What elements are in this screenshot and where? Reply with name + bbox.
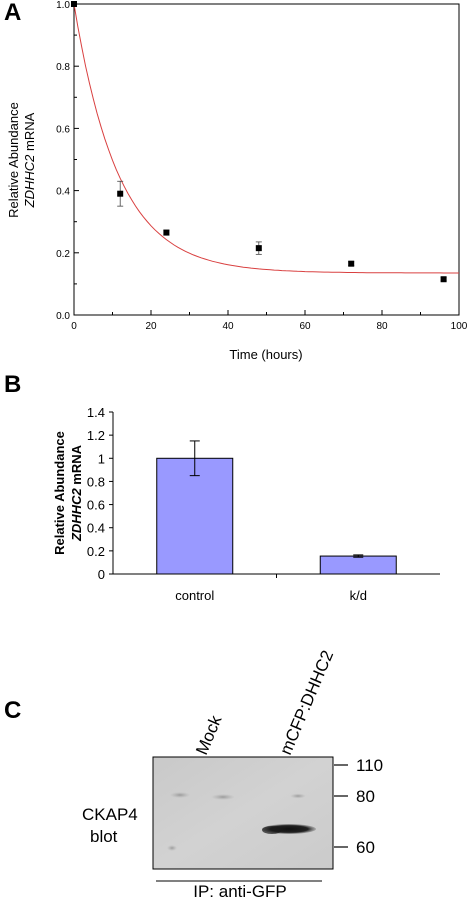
lane-label-mock: Mock — [192, 712, 226, 757]
chart-a-ylabel-line1: Relative Abundance — [6, 102, 21, 218]
chart-a-ytick-label: 0.6 — [56, 124, 70, 135]
chart-b-ytick-label: 0 — [98, 567, 105, 582]
chart-b-category-label: control — [175, 588, 214, 603]
chart-a-xtick-label: 80 — [376, 321, 388, 332]
chart-b-ytick-label: 0.4 — [87, 521, 105, 536]
chart-a: 0 20 40 60 80 100 0.0 0.2 0.4 0.6 0.8 1.0 Time (hou… — [6, 0, 468, 362]
chart-a-point — [348, 260, 355, 267]
chart-b-ylabel-suffix: mRNA — [69, 444, 84, 488]
chart-a-ylabel-gene: ZDHHC2 — [22, 154, 37, 208]
chart-b: 0 0.2 0.4 0.6 0.8 1 1.2 1.4 control k/d Relative… — [52, 405, 440, 603]
chart-a-point — [117, 190, 124, 197]
chart-b-ytick-label: 0.8 — [87, 474, 105, 489]
chart-a-ytick-label: 0.8 — [56, 62, 70, 73]
chart-a-fit-curve — [73, 3, 459, 274]
chart-a-point — [255, 245, 262, 252]
chart-a-frame — [73, 3, 460, 316]
western-blot: Mock mCFP:DHHC2 110 80 60 CKAP4 blot IP: a… — [82, 648, 383, 901]
chart-a-xtick-label: 20 — [145, 321, 157, 332]
chart-a-xlabel: Time (hours) — [229, 347, 302, 362]
chart-a-ytick-label: 1.0 — [56, 0, 70, 11]
chart-b-ytick-label: 1 — [98, 451, 105, 466]
blot-faint-band-mock — [170, 792, 190, 798]
chart-b-category-label: k/d — [350, 588, 367, 603]
mw-marker-label: 110 — [356, 756, 383, 775]
ip-label: IP: anti-GFP — [193, 882, 287, 901]
chart-a-point — [71, 1, 77, 7]
chart-b-ylabel-gene: ZDHHC2 — [69, 488, 84, 542]
chart-b-bar — [319, 555, 397, 575]
panel-letter-a: A — [4, 0, 21, 26]
chart-a-ylabel-suffix: mRNA — [22, 112, 37, 154]
blot-faint-band-mock-2 — [211, 794, 235, 800]
chart-a-xtick-label: 40 — [222, 321, 234, 332]
mw-marker-label: 80 — [356, 787, 375, 806]
chart-b-ytick-label: 1.4 — [87, 405, 105, 420]
blot-band-ckap4-core — [262, 826, 282, 834]
chart-b-ytick-label: 0.2 — [87, 544, 105, 559]
chart-a-ylabel-line2: ZDHHC2 mRNA — [22, 112, 37, 208]
blot-membrane — [152, 756, 334, 870]
chart-b-bar — [156, 457, 234, 575]
panel-letter-c: C — [4, 697, 21, 724]
chart-a-ytick-label: 0.2 — [56, 249, 70, 260]
chart-a-xtick-label: 100 — [451, 321, 468, 332]
mw-marker-label: 60 — [356, 838, 375, 857]
blot-label-line1: CKAP4 — [82, 805, 138, 824]
blot-smudge — [167, 845, 177, 851]
chart-a-point — [163, 229, 170, 236]
chart-b-ylabel-line2: ZDHHC2 mRNA — [69, 444, 84, 542]
blot-label-line2: blot — [90, 827, 118, 846]
chart-b-ylabel-line1: Relative Abundance — [52, 431, 67, 555]
chart-a-point — [440, 276, 447, 283]
chart-a-xtick-label: 60 — [299, 321, 311, 332]
chart-a-ytick-label: 0.4 — [56, 187, 70, 198]
chart-b-ytick-label: 0.6 — [87, 498, 105, 513]
lane-label-mcfp-dhhc2: mCFP:DHHC2 — [276, 648, 337, 758]
chart-b-ytick-label: 1.2 — [87, 428, 105, 443]
panel-letter-b: B — [4, 371, 21, 398]
chart-a-xtick-label: 0 — [71, 321, 77, 332]
chart-a-ytick-label: 0.0 — [56, 311, 70, 322]
blot-faint-band-dhhc2 — [290, 793, 306, 799]
